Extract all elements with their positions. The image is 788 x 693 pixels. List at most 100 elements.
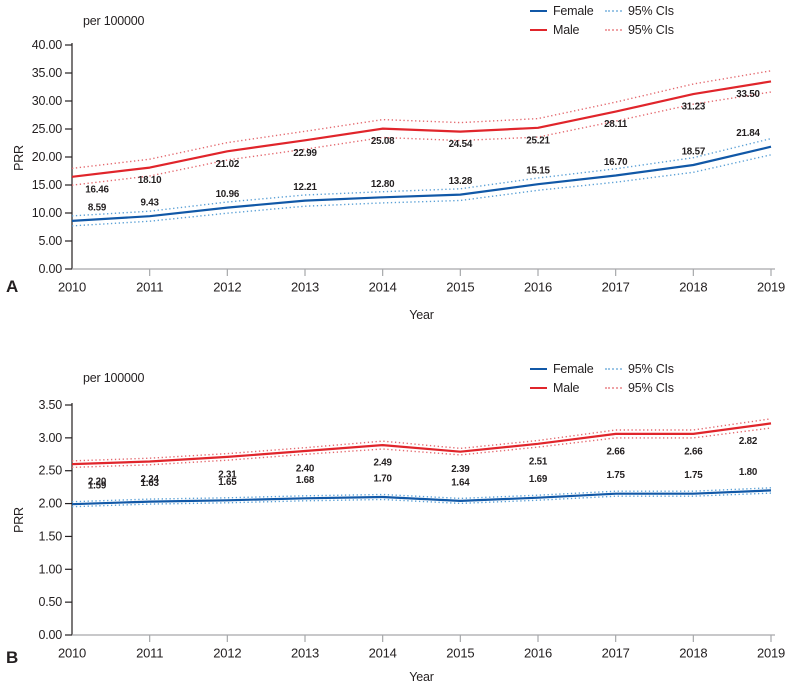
- panel-b-legend: Female 95% CIs Male 95% CIs: [530, 359, 674, 398]
- data-label: 16.46: [85, 184, 109, 195]
- panel-a-x-axis-title: Year: [409, 308, 434, 322]
- x-tick-label: 2018: [679, 646, 707, 661]
- data-label: 15.15: [526, 166, 550, 177]
- x-tick-label: 2018: [679, 280, 707, 295]
- data-label: 1.63: [141, 478, 160, 489]
- panel-a-y-axis-title: PRR: [12, 145, 26, 171]
- y-tick-label: 35.00: [32, 66, 63, 80]
- y-tick-label: 5.00: [38, 234, 62, 248]
- y-tick-label: 25.00: [32, 122, 63, 136]
- data-label: 31.23: [682, 102, 706, 113]
- data-label: 18.10: [138, 175, 162, 186]
- data-label: 21.84: [736, 128, 760, 139]
- legend-label-female: Female: [553, 3, 594, 18]
- data-label: 2.66: [607, 446, 626, 457]
- data-label: 16.70: [604, 157, 628, 168]
- data-label: 1.70: [374, 474, 393, 485]
- male-ci-lower-line: [71, 91, 772, 186]
- x-tick-label: 2017: [602, 646, 630, 661]
- data-label: 2.82: [739, 436, 758, 447]
- female-ci-marker: [605, 367, 622, 370]
- data-label: 10.96: [216, 189, 240, 200]
- y-tick-label: 1.00: [38, 562, 62, 576]
- legend-row: Male 95% CIs: [530, 379, 674, 399]
- data-label: 2.40: [296, 464, 315, 475]
- y-tick-label: 40.00: [32, 38, 63, 52]
- y-tick-label: 2.50: [38, 464, 62, 478]
- data-label: 1.80: [739, 467, 758, 478]
- x-tick-label: 2013: [291, 280, 319, 295]
- x-tick-label: 2015: [446, 280, 474, 295]
- female-ci-upper-line: [71, 137, 772, 217]
- data-label: 8.59: [88, 202, 107, 213]
- data-label: 2.24: [141, 474, 160, 485]
- data-label: 24.54: [449, 139, 473, 150]
- data-label: 1.75: [607, 470, 626, 481]
- male-ci-upper-line: [71, 70, 772, 170]
- legend-item-female-ci: 95% CIs: [605, 4, 674, 18]
- legend-label-female-ci: 95% CIs: [628, 3, 674, 18]
- male-ci-upper-line: [71, 418, 772, 462]
- male-line: [71, 80, 772, 178]
- panel-a-unit-label: per 100000: [83, 14, 145, 28]
- data-label: 18.57: [682, 147, 706, 158]
- female-line-marker: [530, 9, 547, 12]
- y-tick-label: 0.50: [38, 595, 62, 609]
- data-label: 22.99: [293, 148, 317, 159]
- data-label: 2.51: [529, 456, 548, 467]
- male-line: [71, 422, 772, 466]
- data-label: 1.65: [218, 477, 237, 488]
- x-tick-label: 2013: [291, 646, 319, 661]
- female-ci-lower-line: [71, 154, 772, 227]
- legend-label-female-ci: 95% CIs: [628, 361, 674, 376]
- data-label: 1.59: [88, 481, 107, 492]
- female-line: [71, 489, 772, 506]
- data-label: 12.21: [293, 182, 317, 193]
- panel-b-x-axis-title: Year: [409, 670, 434, 684]
- x-tick-label: 2014: [369, 280, 397, 295]
- data-label: 2.49: [374, 458, 393, 469]
- x-tick-label: 2019: [757, 280, 785, 295]
- data-label: 13.28: [449, 176, 473, 187]
- legend-item-male-ci: 95% CIs: [605, 23, 674, 37]
- legend-label-male-ci: 95% CIs: [628, 381, 674, 396]
- panel-a-legend: Female 95% CIs Male 95% CIs: [530, 1, 674, 40]
- male-ci-marker: [605, 29, 622, 32]
- x-tick-label: 2016: [524, 646, 552, 661]
- data-label: 2.20: [88, 477, 107, 488]
- data-label: 2.31: [218, 469, 237, 480]
- female-ci-marker: [605, 9, 622, 12]
- data-label: 1.68: [296, 475, 315, 486]
- y-tick-label: 0.00: [38, 262, 62, 276]
- x-tick-label: 2017: [602, 280, 630, 295]
- x-tick-label: 2012: [213, 646, 241, 661]
- data-label: 1.75: [684, 470, 703, 481]
- legend-row: Male 95% CIs: [530, 21, 674, 41]
- legend-item-male-ci: 95% CIs: [605, 381, 674, 395]
- legend-item-female-ci: 95% CIs: [605, 362, 674, 376]
- x-tick-label: 2012: [213, 280, 241, 295]
- data-label: 1.69: [529, 474, 548, 485]
- legend-item-male: Male: [530, 23, 605, 37]
- legend-item-female: Female: [530, 362, 605, 376]
- x-tick-label: 2016: [524, 280, 552, 295]
- y-tick-label: 20.00: [32, 150, 63, 164]
- data-label: 2.39: [451, 464, 470, 475]
- x-tick-label: 2015: [446, 646, 474, 661]
- y-tick-label: 3.00: [38, 431, 62, 445]
- data-label: 33.50: [736, 89, 760, 100]
- y-tick-label: 0.00: [38, 628, 62, 642]
- legend-label-male: Male: [553, 381, 580, 396]
- y-tick-label: 2.00: [38, 497, 62, 511]
- legend-label-male-ci: 95% CIs: [628, 23, 674, 38]
- x-tick-label: 2011: [136, 646, 163, 661]
- legend-label-male: Male: [553, 23, 580, 38]
- male-line-marker: [530, 387, 547, 390]
- data-label: 1.64: [451, 477, 470, 488]
- y-tick-label: 15.00: [32, 178, 63, 192]
- x-tick-label: 2010: [58, 280, 86, 295]
- panel-b-unit-label: per 100000: [83, 371, 145, 385]
- data-label: 28.11: [604, 119, 628, 130]
